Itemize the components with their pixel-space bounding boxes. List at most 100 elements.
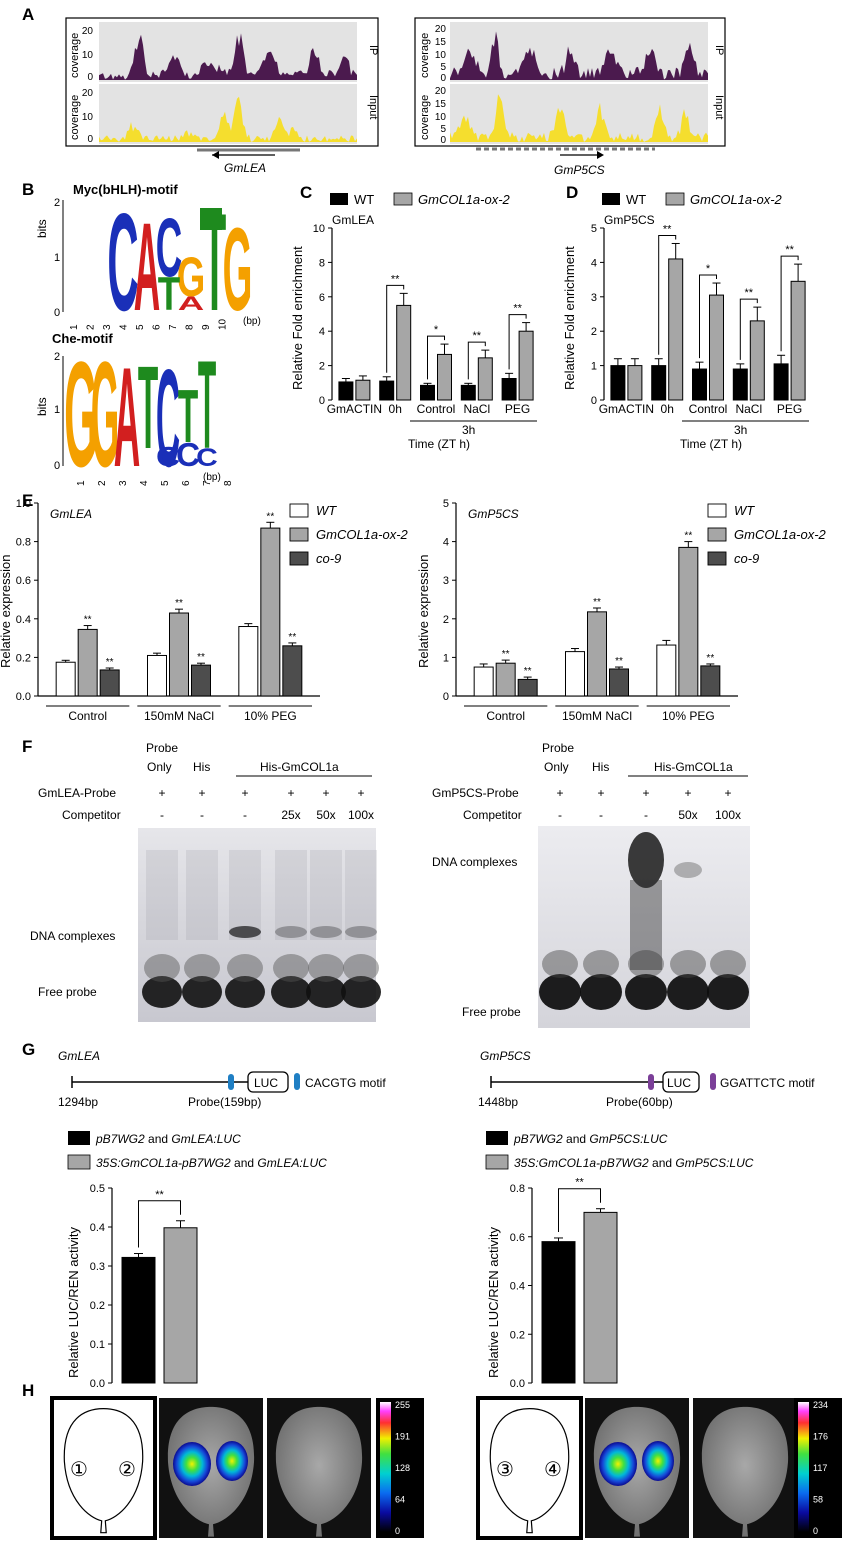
logo-letter: C	[156, 201, 182, 294]
ytick-label: 5	[591, 223, 597, 235]
scale-label: 128	[395, 1463, 410, 1473]
scale-label: 0	[813, 1526, 818, 1536]
luminescence-spot	[216, 1441, 248, 1481]
scale-label: 58	[813, 1495, 823, 1505]
y-axis-label: Relative LUC/REN activity	[66, 1227, 81, 1378]
y-axis-label: Relative LUC/REN activity	[486, 1227, 501, 1378]
complex-band	[275, 926, 307, 938]
y-axis-label: Relative expression	[0, 555, 13, 668]
luc-label: LUC	[667, 1076, 691, 1090]
legend-label: co-9	[734, 551, 759, 566]
scale-label: 117	[813, 1463, 827, 1473]
scale-label: 64	[395, 1495, 405, 1505]
col-head: His	[592, 760, 609, 774]
legend-label: GmCOL1a-ox-2	[690, 192, 783, 207]
bar-gmcol1a-ox-2	[495, 662, 516, 697]
bar-wt	[473, 666, 494, 697]
leaf-image	[701, 1406, 789, 1537]
complex-smear	[630, 880, 662, 970]
ytick-label: 6	[319, 292, 325, 304]
significance-mark: **	[473, 330, 482, 342]
legend-part: pB7WG2	[95, 1132, 145, 1146]
bar-wt	[565, 651, 585, 697]
logo-letter: T	[138, 342, 158, 474]
legend-part: and	[563, 1132, 590, 1146]
svg-text:pB7WG2 and GmP5CS:LUC: pB7WG2 and GmP5CS:LUC	[513, 1132, 668, 1146]
smear	[273, 954, 309, 982]
group-label: 3h	[462, 423, 475, 437]
coverage-label: coverage	[69, 33, 81, 78]
coverage-tick: 0	[87, 134, 93, 145]
gene-name: GmLEA	[224, 161, 266, 175]
coverage-tick: 10	[435, 112, 447, 123]
bar-gmcol1a-ox-2	[77, 628, 98, 697]
free-probe-band	[341, 976, 381, 1008]
coverage-label: coverage	[419, 95, 431, 140]
leaf-image	[275, 1406, 363, 1537]
ytick-label: 0.3	[90, 1261, 105, 1273]
legend-label: GmCOL1a-ox-2	[734, 527, 827, 542]
lane-smear	[345, 850, 377, 940]
logo-letter: G	[177, 245, 206, 308]
bp-unit: (bp)	[243, 316, 261, 327]
panel-a-left: coverage coverage 20 10 0 20 10 0 IP Input Gm…	[65, 17, 379, 175]
logo-letter: A	[178, 293, 204, 315]
probe-mark: +	[724, 786, 731, 800]
coverage-track	[450, 94, 708, 142]
bar-gmcol1a-ox-2	[587, 611, 607, 697]
lane-smear	[229, 850, 261, 940]
legend-part: and	[145, 1132, 172, 1146]
bar-gmcol1a-ox-2	[169, 612, 189, 697]
bar-co-9	[282, 645, 303, 697]
panel-g-right-chart: 0.0 0.2 0.4 0.6 0.8 ** Relative LUC/REN activi…	[486, 1177, 618, 1390]
infiltration-mark: ②	[118, 1459, 136, 1481]
logo-letter: T	[178, 375, 198, 459]
svg-text:pB7WG2 and GmLEA:LUC: pB7WG2 and GmLEA:LUC	[95, 1132, 241, 1146]
group-label: 3h	[734, 423, 747, 437]
y-axis-label: Relative Fold enrichment	[290, 246, 305, 390]
ytick-label: 0	[591, 395, 597, 407]
significance-mark: **	[84, 615, 92, 626]
length-label: 1448bp	[478, 1095, 518, 1109]
col-head: His-GmCOL1a	[260, 760, 339, 774]
probe-size: Probe(60bp)	[606, 1095, 673, 1109]
significance-mark: **	[663, 223, 672, 235]
competitor-mark: 50x	[316, 808, 335, 822]
competitor-mark: 50x	[678, 808, 697, 822]
coverage-tick: 0	[440, 73, 446, 84]
free-probe-band	[225, 976, 265, 1008]
bar-gmcol1a-ox-2	[709, 294, 724, 401]
panel-a-letter: A	[22, 5, 34, 24]
y-axis-label: Relative Fold enrichment	[562, 246, 577, 390]
ytick-label: 3	[591, 292, 597, 304]
bar-co-9	[517, 678, 538, 697]
coverage-tick: 0	[440, 135, 446, 146]
infiltration-mark: ④	[544, 1459, 562, 1481]
panel-g-left-chart: 0.0 0.1 0.2 0.3 0.4 0.5 ** Relative LUC/REN act…	[66, 1183, 198, 1390]
panel-g-letter: G	[22, 1040, 35, 1059]
luc-label: LUC	[254, 1076, 278, 1090]
complex-band	[628, 832, 664, 888]
ytick: 1	[54, 252, 60, 264]
coverage-track	[99, 96, 357, 142]
bar-gmcol1a-ox-2	[355, 379, 371, 401]
xtick: 7	[202, 480, 213, 486]
category-label: NaCl	[463, 402, 490, 416]
ytick-label: 0.2	[510, 1329, 525, 1341]
xtick: 1	[76, 480, 87, 486]
coverage-tick: 20	[82, 26, 94, 37]
competitor-mark: -	[243, 808, 247, 822]
ytick-label: 1	[591, 361, 597, 373]
ytick-label: 0.8	[16, 537, 31, 549]
significance-mark: **	[575, 1177, 584, 1189]
ytick-label: 2	[443, 614, 449, 626]
coverage-tick: 5	[440, 124, 446, 135]
legend-part: 35S:GmCOL1a-pB7WG2	[96, 1156, 231, 1170]
ytick-label: 1	[443, 652, 449, 664]
legend-part: and	[231, 1156, 258, 1170]
panel-c-letter: C	[300, 183, 312, 202]
significance-mark: **	[391, 273, 400, 285]
ytick-label: 0.0	[510, 1378, 525, 1390]
logo-letter: T	[158, 268, 181, 320]
